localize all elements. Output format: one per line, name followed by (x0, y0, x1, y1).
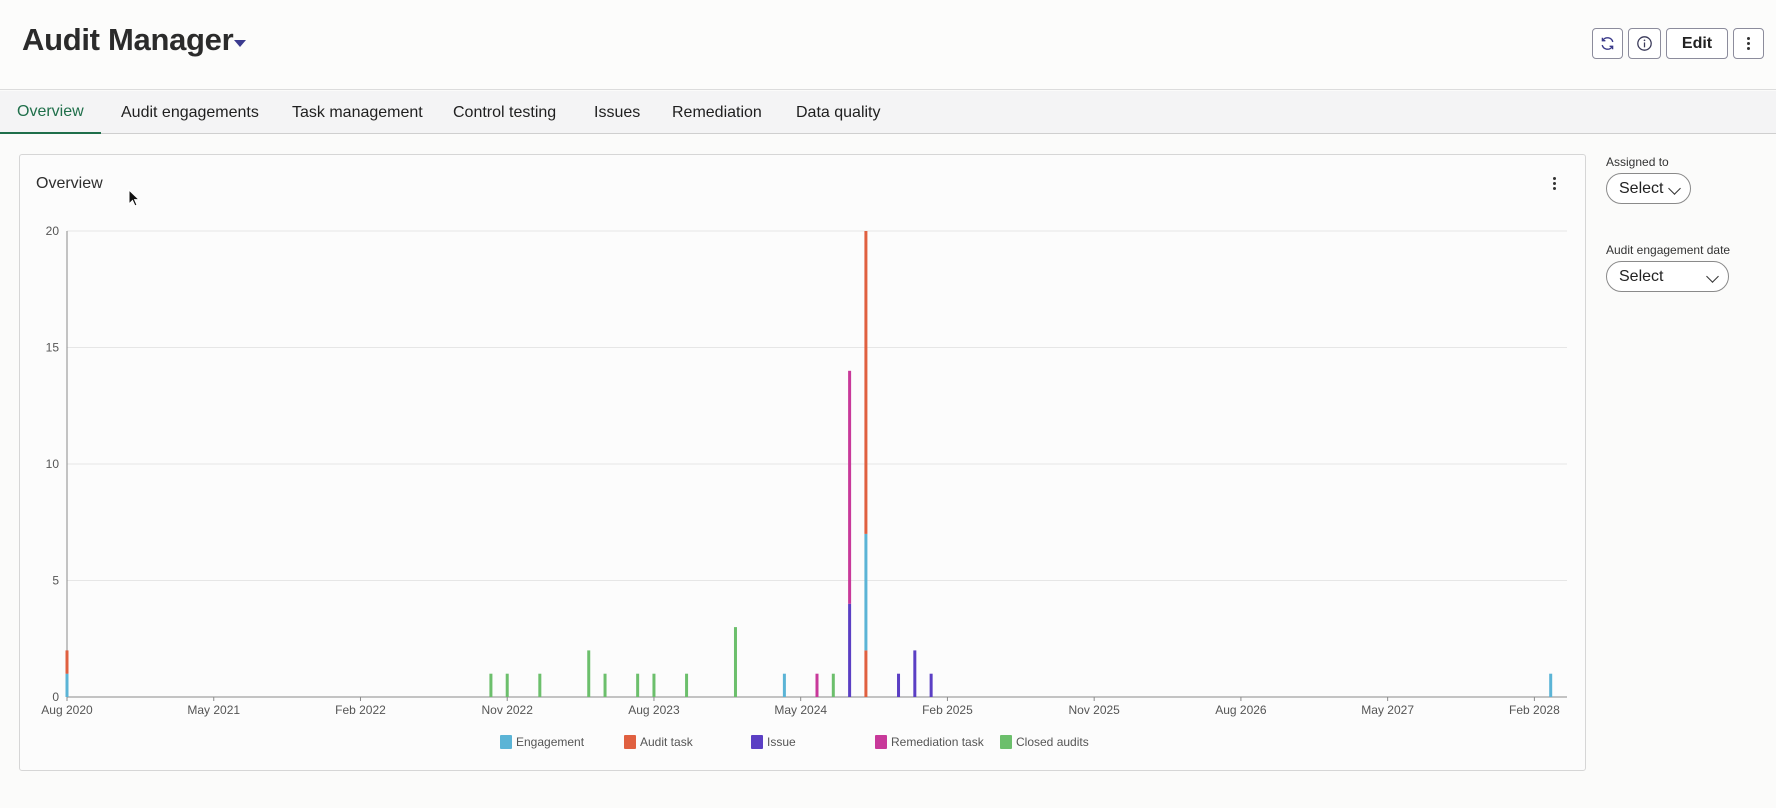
bar-segment (538, 673, 542, 697)
x-tick-label: May 2024 (774, 703, 827, 717)
legend-swatch (624, 735, 636, 749)
x-tick-label: May 2021 (187, 703, 240, 717)
legend-label: Audit task (640, 735, 693, 749)
x-tick-label: Feb 2022 (335, 703, 386, 717)
tab-task-management[interactable]: Task management (292, 103, 423, 121)
info-icon (1637, 36, 1652, 51)
audit-engagement-date-label: Audit engagement date (1606, 243, 1731, 257)
y-tick-label: 0 (52, 690, 59, 704)
x-tick-label: Feb 2028 (1509, 703, 1560, 717)
more-options-button[interactable] (1733, 28, 1764, 59)
legend-item[interactable]: Issue (751, 735, 796, 749)
bar-segment (733, 627, 737, 697)
x-tick-label: Aug 2023 (628, 703, 680, 717)
x-tick-label: Nov 2022 (482, 703, 534, 717)
legend-swatch (1000, 735, 1012, 749)
bar-segment (636, 673, 640, 697)
tab-bar: Overview Audit engagements Task manageme… (0, 91, 1776, 134)
bar-segment (864, 231, 868, 534)
bar-segment (864, 533, 868, 651)
y-tick-label: 20 (46, 224, 60, 238)
refresh-icon (1601, 37, 1614, 50)
y-tick-label: 5 (52, 574, 59, 588)
tab-data-quality[interactable]: Data quality (796, 103, 881, 121)
bar-segment (489, 673, 493, 697)
legend-item[interactable]: Audit task (624, 735, 693, 749)
x-tick-label: Nov 2025 (1068, 703, 1120, 717)
tab-remediation[interactable]: Remediation (672, 103, 762, 121)
bar-segment (65, 650, 69, 674)
audit-engagement-date-value: Select (1619, 267, 1664, 285)
bar-segment (913, 650, 917, 697)
legend-label: Remediation task (891, 735, 984, 749)
card-more-vertical-icon[interactable] (1544, 172, 1564, 194)
bar-segment (897, 673, 901, 697)
overview-stacked-bar-chart: 0 5 10 15 20 Aug 2020 May 2021 Feb 2022 Nov 2022… (41, 224, 1567, 717)
legend-label: Closed audits (1016, 735, 1089, 749)
legend-item[interactable]: Remediation task (875, 735, 984, 749)
tab-audit-engagements[interactable]: Audit engagements (121, 103, 259, 121)
page-header: Audit Manager Edit (0, 0, 1776, 90)
chevron-down-icon (1668, 182, 1681, 195)
chart-legend: Engagement Audit task Issue Remediation tas… (20, 735, 1587, 755)
legend-item[interactable]: Closed audits (1000, 735, 1089, 749)
assigned-to-select[interactable]: Select (1606, 173, 1691, 204)
legend-swatch (500, 735, 512, 749)
y-tick-label: 15 (46, 341, 60, 355)
assigned-to-value: Select (1619, 179, 1664, 197)
bar-segment (848, 370, 852, 604)
mouse-cursor-icon (128, 189, 141, 207)
audit-engagement-date-select[interactable]: Select (1606, 261, 1729, 292)
x-tick-label: Feb 2025 (922, 703, 973, 717)
refresh-button[interactable] (1592, 28, 1623, 59)
assigned-to-label: Assigned to (1606, 155, 1669, 169)
bar-segment (929, 673, 933, 697)
tab-issues[interactable]: Issues (594, 103, 641, 121)
y-tick-label: 10 (46, 457, 60, 471)
legend-label: Engagement (516, 735, 585, 749)
bar-segment (864, 650, 868, 697)
more-vertical-icon (1739, 33, 1759, 55)
x-tick-label: Aug 2020 (41, 703, 93, 717)
legend-swatch (875, 735, 887, 749)
legend-swatch (751, 735, 763, 749)
x-tick-label: Aug 2026 (1215, 703, 1267, 717)
chevron-down-icon (1706, 270, 1719, 283)
x-tick-label: May 2027 (1361, 703, 1414, 717)
overview-chart-card: Overview 0 5 10 15 20 Aug 2020 May 2021 Feb 202… (19, 154, 1586, 771)
bar-segment (848, 603, 852, 697)
card-title: Overview (36, 175, 103, 192)
tab-overview[interactable]: Overview (0, 91, 101, 134)
tab-control-testing[interactable]: Control testing (453, 103, 557, 121)
bar-segment (587, 650, 591, 697)
title-dropdown-caret-icon[interactable] (234, 40, 246, 47)
legend-item[interactable]: Engagement (500, 735, 584, 749)
bar-segment (685, 673, 689, 697)
bar-segment (505, 673, 509, 697)
bar-segment (65, 673, 69, 697)
bar-segment (603, 673, 607, 697)
page-title: Audit Manager (22, 22, 234, 57)
bar-segment (782, 673, 786, 697)
bar-segment (831, 673, 835, 697)
edit-button[interactable]: Edit (1666, 28, 1728, 59)
info-button[interactable] (1628, 28, 1661, 59)
bar-segment (815, 673, 819, 697)
legend-label: Issue (767, 735, 796, 749)
bar-segment (1549, 673, 1553, 697)
bar-segment (652, 673, 656, 697)
